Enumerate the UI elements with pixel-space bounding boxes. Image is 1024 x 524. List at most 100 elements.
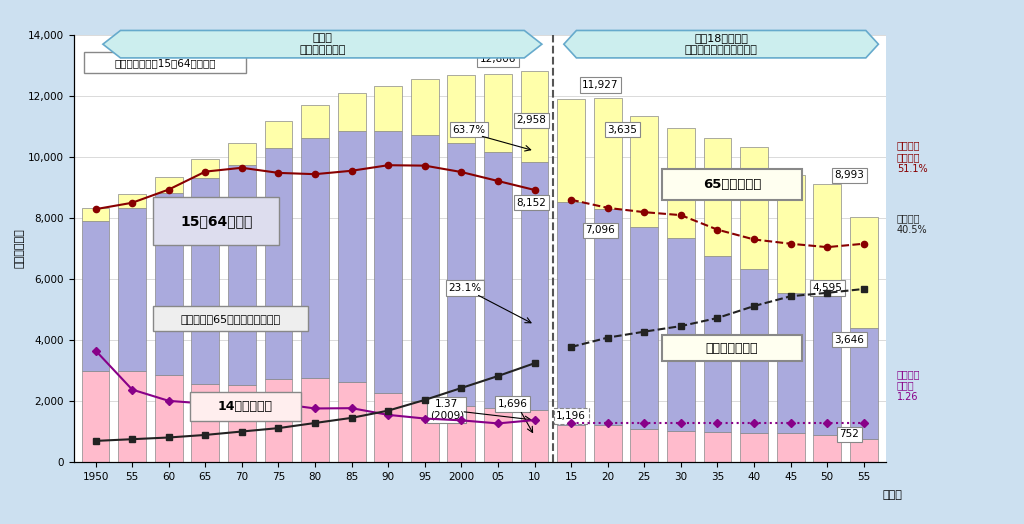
Bar [631, 429, 658, 462]
Bar [484, 152, 512, 408]
Text: 12,806: 12,806 [480, 54, 516, 64]
Polygon shape [564, 30, 879, 58]
FancyBboxPatch shape [154, 196, 280, 245]
Bar [301, 105, 329, 138]
Bar [850, 439, 878, 462]
Bar [191, 159, 219, 178]
Text: 8,152: 8,152 [516, 198, 546, 208]
Text: 生産年齢人口（15〜64歳）割合: 生産年齢人口（15〜64歳）割合 [115, 58, 216, 68]
Bar [520, 410, 549, 462]
Text: 合計特殊出生率: 合計特殊出生率 [706, 342, 759, 355]
Bar [740, 433, 768, 462]
Bar [338, 131, 366, 383]
Text: 4,595: 4,595 [812, 283, 842, 293]
Bar [520, 71, 549, 161]
Bar [777, 433, 805, 462]
Text: 1.37
(2009): 1.37 (2009) [430, 399, 464, 421]
Text: 63.7%: 63.7% [453, 125, 485, 135]
Bar [411, 400, 438, 462]
Bar [813, 295, 841, 435]
Bar [264, 379, 293, 462]
Bar [118, 371, 146, 462]
Bar [411, 135, 438, 400]
Bar [411, 79, 438, 135]
Text: 平成18年推計値
（日本の将来人口推計）: 平成18年推計値 （日本の将来人口推計） [685, 34, 758, 55]
Bar [667, 431, 694, 462]
Bar [557, 99, 585, 202]
Text: 実績値
（国勢調査等）: 実績値 （国勢調査等） [299, 34, 345, 55]
Text: 65歳以上人口: 65歳以上人口 [702, 178, 761, 191]
Text: 1,196: 1,196 [556, 411, 586, 421]
Text: 3,635: 3,635 [607, 125, 637, 135]
FancyBboxPatch shape [662, 169, 803, 200]
Bar [594, 98, 622, 209]
Text: 生産年齢
人口割合
51.1%: 生産年齢 人口割合 51.1% [897, 140, 928, 173]
Text: 高齢化率（65歳以上人口割合）: 高齢化率（65歳以上人口割合） [181, 313, 281, 323]
Bar [777, 176, 805, 293]
Bar [228, 385, 256, 462]
Text: 15～64歳人口: 15～64歳人口 [180, 214, 253, 228]
Bar [703, 256, 731, 432]
Bar [594, 209, 622, 425]
FancyBboxPatch shape [154, 307, 308, 331]
Text: 752: 752 [840, 429, 859, 440]
Bar [228, 165, 256, 385]
Bar [484, 408, 512, 462]
Bar [850, 328, 878, 439]
Polygon shape [102, 30, 542, 58]
Bar [264, 121, 293, 148]
Text: 11,927: 11,927 [583, 80, 618, 90]
Y-axis label: 人口（万人）: 人口（万人） [15, 228, 25, 268]
Bar [82, 208, 110, 221]
Bar [82, 221, 110, 371]
Bar [191, 178, 219, 384]
Text: 2,958: 2,958 [516, 115, 546, 125]
Bar [228, 143, 256, 165]
Text: 7,096: 7,096 [586, 225, 615, 235]
Bar [375, 86, 402, 132]
Bar [375, 393, 402, 462]
Bar [155, 193, 182, 375]
Bar [813, 435, 841, 462]
FancyBboxPatch shape [662, 335, 803, 361]
Text: 3,646: 3,646 [835, 335, 864, 345]
FancyBboxPatch shape [190, 392, 301, 421]
Bar [447, 406, 475, 462]
Bar [813, 183, 841, 295]
Bar [740, 147, 768, 268]
Bar [631, 116, 658, 227]
Text: 23.1%: 23.1% [449, 283, 481, 293]
Bar [82, 371, 110, 462]
Text: （年）: （年） [882, 490, 902, 500]
Bar [338, 93, 366, 131]
Bar [118, 194, 146, 209]
Bar [667, 127, 694, 237]
Text: 合計特殊
出生率
1.26: 合計特殊 出生率 1.26 [897, 369, 921, 402]
Bar [338, 383, 366, 462]
Bar [484, 73, 512, 152]
Bar [301, 138, 329, 378]
Bar [447, 75, 475, 143]
Bar [447, 143, 475, 406]
Bar [557, 425, 585, 462]
Bar [375, 132, 402, 393]
Bar [703, 432, 731, 462]
Text: 14歳以下人口: 14歳以下人口 [218, 400, 273, 413]
Bar [740, 268, 768, 433]
Text: 8,993: 8,993 [835, 170, 864, 180]
Bar [520, 161, 549, 410]
Bar [155, 375, 182, 462]
Bar [191, 384, 219, 462]
Bar [118, 209, 146, 371]
Bar [264, 148, 293, 379]
Bar [155, 177, 182, 193]
Text: 1,696: 1,696 [498, 399, 527, 409]
Bar [301, 378, 329, 462]
Bar [777, 293, 805, 433]
Bar [703, 138, 731, 256]
Bar [667, 237, 694, 431]
Text: 高齢化率
40.5%: 高齢化率 40.5% [897, 213, 928, 235]
Bar [850, 217, 878, 328]
FancyBboxPatch shape [84, 52, 247, 73]
Bar [557, 202, 585, 425]
